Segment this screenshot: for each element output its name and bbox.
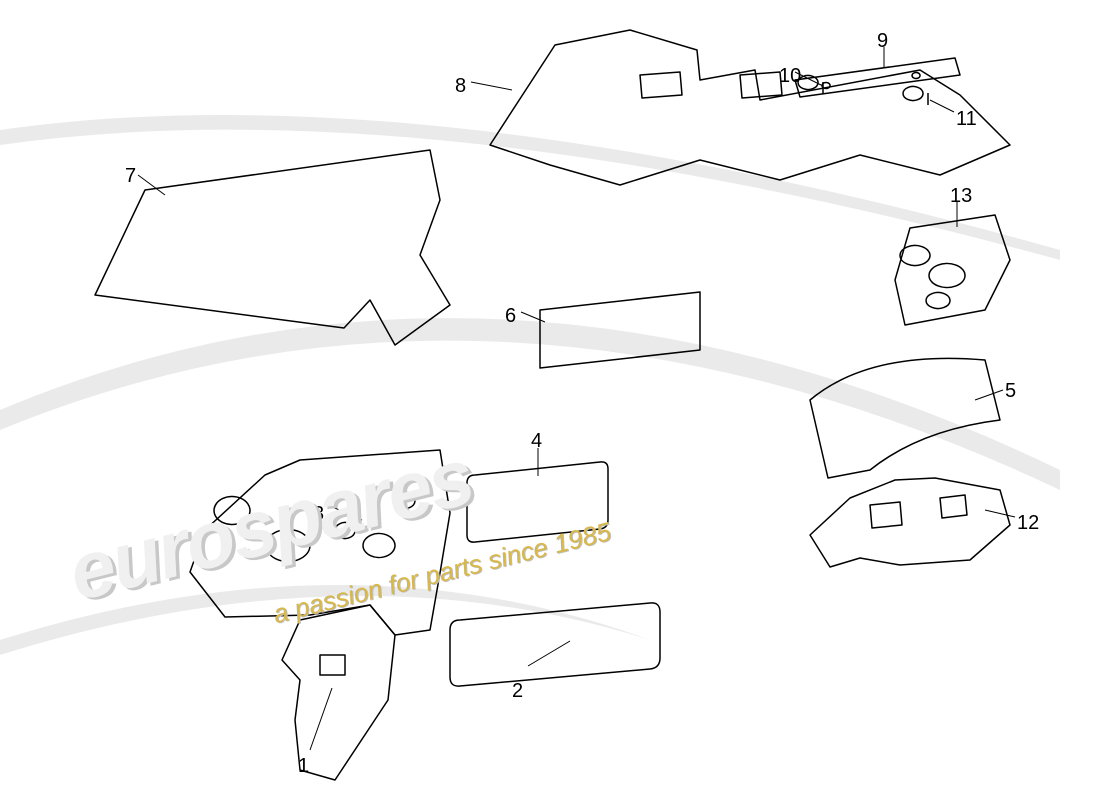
leader-line-11 [930, 100, 954, 112]
leader-line-2 [528, 641, 570, 666]
leader-line-12 [985, 510, 1015, 517]
parts-drawing [0, 0, 1100, 800]
callout-13: 13 [950, 185, 972, 208]
callout-3: 3 [313, 503, 324, 526]
callout-10: 10 [779, 65, 801, 88]
callout-12: 12 [1017, 512, 1039, 535]
leader-line-6 [521, 312, 545, 322]
callout-2: 2 [512, 680, 523, 703]
leader-line-7 [138, 175, 165, 195]
hood-insulation-panel [95, 150, 450, 345]
diagram-canvas: 12345678910111213 eurospares a passion f… [0, 0, 1100, 800]
callout-1: 1 [298, 755, 309, 778]
callout-8: 8 [455, 75, 466, 98]
clip-right [903, 87, 928, 105]
leader-line-5 [975, 390, 1003, 400]
speaker-bracket-insulation [895, 215, 1010, 325]
rectangular-pad-lower [450, 603, 660, 686]
lower-firewall-insulation [282, 605, 395, 780]
rectangular-pad-mid [540, 292, 700, 368]
callout-9: 9 [877, 30, 888, 53]
leader-line-8 [471, 82, 512, 90]
leader-line-1 [310, 688, 332, 750]
callout-7: 7 [125, 165, 136, 188]
leader-line-3 [328, 505, 362, 520]
rear-shelf-insulation [490, 30, 1010, 185]
callout-6: 6 [505, 305, 516, 328]
callout-4: 4 [531, 430, 542, 453]
callout-5: 5 [1005, 380, 1016, 403]
wheel-arch-liner [810, 478, 1010, 567]
curved-side-insulation [810, 358, 1000, 478]
callout-11: 11 [956, 108, 977, 131]
firewall-insulation-panel [190, 450, 450, 635]
